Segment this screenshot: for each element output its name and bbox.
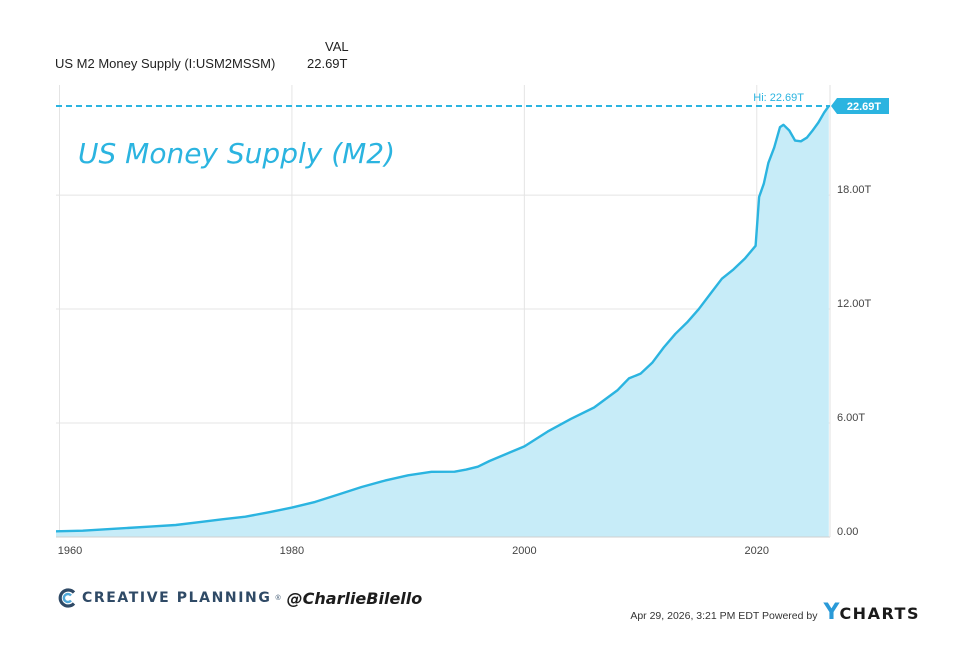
series-label: US M2 Money Supply (I:USM2MSSM) [55,56,276,71]
brand-registered-mark: ® [275,594,281,602]
y-tick-label-2: 12.00T [837,298,872,310]
y-tick-labels: 0.00 6.00T 12.00T 18.00T [837,184,872,538]
y-tick-label-3: 18.00T [837,184,872,196]
last-value-badge-text: 22.69T [847,101,882,113]
x-tick-label-1960: 1960 [58,545,82,557]
y-tick-label-1: 6.00T [837,412,865,424]
y-tick-label-0: 0.00 [837,526,858,538]
x-tick-labels: 1960 1980 2000 2020 [58,545,769,557]
last-value-badge-shape [831,98,889,114]
m2-series-line [55,105,830,533]
chart-title: US Money Supply (M2) [78,137,395,170]
m2-area-fill [56,106,829,537]
high-label: Hi: 22.69T [753,92,804,104]
creative-planning-brand: CREATIVE PLANNING ® @CharlieBilello [58,588,422,608]
x-tick-label-2000: 2000 [512,545,536,557]
ycharts-credit: Apr 29, 2026, 3:21 PM EDT Powered by Y C… [630,600,920,625]
value-column-label: VAL [325,39,349,54]
series-value: 22.69T [307,56,348,71]
brand-name: CREATIVE PLANNING [82,590,272,606]
timestamp: Apr 29, 2026, 3:21 PM EDT Powered by [630,610,818,622]
x-tick-label-2020: 2020 [745,545,769,557]
ycharts-logo-text: CHARTS [839,604,920,623]
last-value-badge: 22.69T [831,98,889,114]
author-handle: @CharlieBilello [286,588,423,608]
creative-planning-logo-icon [58,588,76,608]
ycharts-logo-mark: Y [823,600,840,625]
x-tick-label-1980: 1980 [280,545,304,557]
